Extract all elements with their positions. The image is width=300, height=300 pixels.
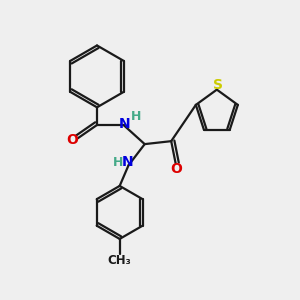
Text: O: O <box>170 162 182 176</box>
Text: H: H <box>131 110 141 123</box>
Text: O: O <box>67 133 79 147</box>
Text: N: N <box>118 117 130 131</box>
Text: CH₃: CH₃ <box>108 254 131 267</box>
Text: N: N <box>122 155 134 170</box>
Text: S: S <box>213 78 223 92</box>
Text: H: H <box>113 157 123 169</box>
